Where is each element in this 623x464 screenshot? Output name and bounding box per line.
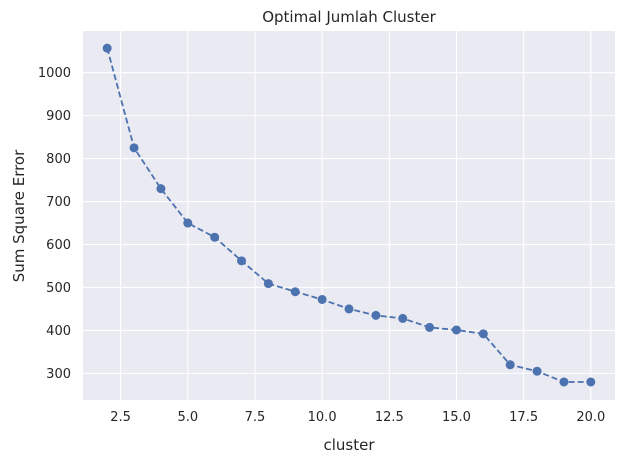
y-axis-label: Sum Square Error	[10, 149, 28, 282]
y-tick-label: 700	[46, 195, 71, 210]
x-tick-label: 17.5	[509, 410, 538, 425]
y-tick-label: 1000	[38, 66, 71, 81]
data-point	[586, 377, 596, 387]
data-point	[183, 218, 193, 228]
y-tick-label: 300	[46, 367, 71, 382]
data-point	[102, 43, 112, 53]
data-point	[129, 143, 139, 153]
y-tick-label: 400	[46, 324, 71, 339]
plot-area	[83, 31, 615, 400]
chart-title: Optimal Jumlah Cluster	[262, 8, 436, 26]
x-tick-label: 7.5	[245, 410, 266, 425]
x-tick-label: 10.0	[308, 410, 337, 425]
grid-lines	[83, 31, 615, 400]
x-tick-label: 5.0	[177, 410, 198, 425]
series-markers	[102, 43, 596, 387]
data-point	[559, 377, 569, 387]
x-axis-ticks: 2.5 5.0 7.5 10.0 12.5 15.0 17.5 20.0	[110, 410, 605, 425]
y-tick-label: 800	[46, 152, 71, 167]
data-point	[156, 184, 166, 194]
y-tick-label: 500	[46, 281, 71, 296]
data-point	[505, 360, 515, 370]
y-tick-label: 900	[46, 109, 71, 124]
data-point	[425, 322, 435, 332]
data-point	[371, 310, 381, 320]
data-point	[210, 232, 220, 242]
x-tick-label: 12.5	[375, 410, 404, 425]
data-point	[344, 304, 354, 314]
data-point	[263, 279, 273, 289]
data-point	[237, 256, 247, 266]
y-axis-ticks: 300 400 500 600 700 800 900 1000	[38, 66, 71, 382]
y-tick-label: 600	[46, 238, 71, 253]
data-point	[290, 287, 300, 297]
x-tick-label: 20.0	[576, 410, 605, 425]
data-point	[398, 313, 408, 323]
x-axis-label: cluster	[323, 436, 375, 454]
data-point	[317, 294, 327, 304]
x-tick-label: 2.5	[110, 410, 131, 425]
x-tick-label: 15.0	[442, 410, 471, 425]
data-point	[451, 325, 461, 335]
data-point	[532, 366, 542, 376]
data-point	[478, 329, 488, 339]
